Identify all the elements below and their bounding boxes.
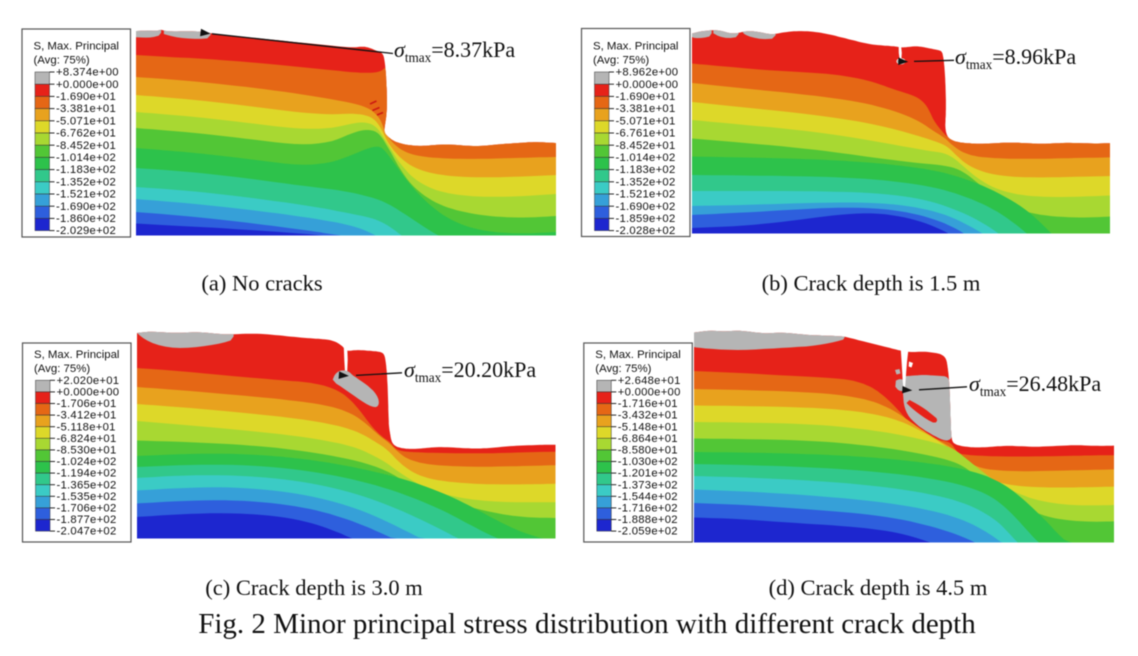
svg-text:-5.071e+01: -5.071e+01: [56, 115, 116, 127]
svg-text:(a) No cracks: (a) No cracks: [201, 271, 322, 296]
svg-text:-1.521e+02: -1.521e+02: [616, 189, 676, 201]
svg-text:-6.864e+01: -6.864e+01: [618, 433, 678, 445]
svg-text:-6.761e+01: -6.761e+01: [616, 128, 676, 140]
svg-text:-6.762e+01: -6.762e+01: [56, 128, 116, 140]
svg-text:-1.716e+01: -1.716e+01: [618, 398, 678, 410]
svg-text:(Avg: 75%): (Avg: 75%): [34, 55, 90, 67]
svg-text:-6.824e+01: -6.824e+01: [57, 433, 117, 445]
svg-text:-1.877e+02: -1.877e+02: [57, 514, 117, 526]
svg-text:-8.580e+01: -8.580e+01: [618, 445, 678, 457]
svg-text:-2.047e+02: -2.047e+02: [57, 526, 117, 538]
svg-text:-1.183e+02: -1.183e+02: [56, 164, 116, 176]
svg-text:-1.183e+02: -1.183e+02: [616, 164, 676, 176]
svg-text:-5.148e+01: -5.148e+01: [618, 421, 678, 433]
svg-text:(c) Crack depth is 3.0 m: (c) Crack depth is 3.0 m: [205, 575, 423, 600]
svg-text:σtmax=8.96kPa: σtmax=8.96kPa: [955, 44, 1076, 72]
svg-text:σtmax=26.48kPa: σtmax=26.48kPa: [969, 371, 1101, 399]
svg-text:-1.535e+02: -1.535e+02: [57, 491, 117, 503]
svg-text:-1.194e+02: -1.194e+02: [57, 468, 117, 480]
svg-text:-1.690e+02: -1.690e+02: [56, 201, 116, 213]
svg-text:-1.014e+02: -1.014e+02: [616, 152, 676, 164]
svg-text:-1.352e+02: -1.352e+02: [616, 176, 676, 188]
svg-text:(Avg: 75%): (Avg: 75%): [34, 363, 90, 375]
svg-text:+0.000e+00: +0.000e+00: [616, 79, 679, 91]
svg-text:-8.452e+01: -8.452e+01: [616, 140, 676, 152]
svg-text:-1.544e+02: -1.544e+02: [618, 491, 678, 503]
svg-text:-1.716e+02: -1.716e+02: [618, 503, 678, 515]
svg-text:-1.706e+01: -1.706e+01: [57, 398, 117, 410]
svg-text:-1.352e+02: -1.352e+02: [56, 176, 116, 188]
svg-text:-1.690e+02: -1.690e+02: [616, 201, 676, 213]
svg-text:S, Max. Principal: S, Max. Principal: [595, 349, 680, 361]
svg-text:(Avg: 75%): (Avg: 75%): [593, 55, 649, 67]
svg-text:+8.374e+00: +8.374e+00: [56, 67, 119, 79]
svg-text:-1.373e+02: -1.373e+02: [618, 479, 678, 491]
svg-text:-1.690e+01: -1.690e+01: [616, 91, 676, 103]
svg-text:-1.521e+02: -1.521e+02: [56, 189, 116, 201]
svg-text:-1.201e+02: -1.201e+02: [618, 468, 678, 480]
svg-text:+2.648e+01: +2.648e+01: [618, 375, 681, 387]
svg-text:+0.000e+00: +0.000e+00: [618, 387, 681, 399]
svg-text:-1.024e+02: -1.024e+02: [57, 456, 117, 468]
svg-text:(d) Crack depth is 4.5 m: (d) Crack depth is 4.5 m: [769, 575, 988, 600]
svg-text:-3.412e+01: -3.412e+01: [57, 410, 117, 422]
svg-text:+8.962e+00: +8.962e+00: [616, 67, 679, 79]
svg-text:σtmax=20.20kPa: σtmax=20.20kPa: [404, 357, 536, 385]
svg-text:-1.030e+02: -1.030e+02: [618, 456, 678, 468]
svg-text:-1.706e+02: -1.706e+02: [57, 503, 117, 515]
svg-text:-5.071e+01: -5.071e+01: [616, 115, 676, 127]
svg-text:S, Max. Principal: S, Max. Principal: [34, 41, 119, 53]
svg-text:S, Max. Principal: S, Max. Principal: [34, 349, 119, 361]
svg-text:-3.381e+01: -3.381e+01: [616, 103, 676, 115]
svg-text:-8.530e+01: -8.530e+01: [57, 445, 117, 457]
svg-text:Fig. 2 Minor principal stress: Fig. 2 Minor principal stress distributi…: [198, 608, 976, 640]
svg-text:S, Max. Principal: S, Max. Principal: [593, 41, 678, 53]
svg-text:-2.029e+02: -2.029e+02: [56, 225, 116, 237]
svg-text:+2.020e+01: +2.020e+01: [57, 375, 120, 387]
svg-text:+0.000e+00: +0.000e+00: [57, 387, 120, 399]
svg-text:-1.365e+02: -1.365e+02: [57, 479, 117, 491]
svg-text:-5.118e+01: -5.118e+01: [57, 421, 116, 433]
svg-text:-1.860e+02: -1.860e+02: [56, 213, 116, 225]
svg-text:-3.381e+01: -3.381e+01: [56, 103, 116, 115]
svg-text:-1.859e+02: -1.859e+02: [616, 213, 676, 225]
svg-text:σtmax=8.37kPa: σtmax=8.37kPa: [394, 37, 515, 65]
svg-text:+0.000e+00: +0.000e+00: [56, 79, 119, 91]
svg-text:-1.690e+01: -1.690e+01: [56, 91, 116, 103]
svg-text:(Avg: 75%): (Avg: 75%): [595, 363, 651, 375]
svg-text:-1.014e+02: -1.014e+02: [56, 152, 116, 164]
svg-text:(b) Crack depth is 1.5 m: (b) Crack depth is 1.5 m: [762, 271, 981, 296]
svg-text:-2.059e+02: -2.059e+02: [618, 526, 678, 538]
svg-text:-8.452e+01: -8.452e+01: [56, 140, 116, 152]
svg-text:-2.028e+02: -2.028e+02: [616, 225, 676, 237]
svg-text:-1.888e+02: -1.888e+02: [618, 514, 678, 526]
svg-text:-3.432e+01: -3.432e+01: [618, 410, 678, 422]
